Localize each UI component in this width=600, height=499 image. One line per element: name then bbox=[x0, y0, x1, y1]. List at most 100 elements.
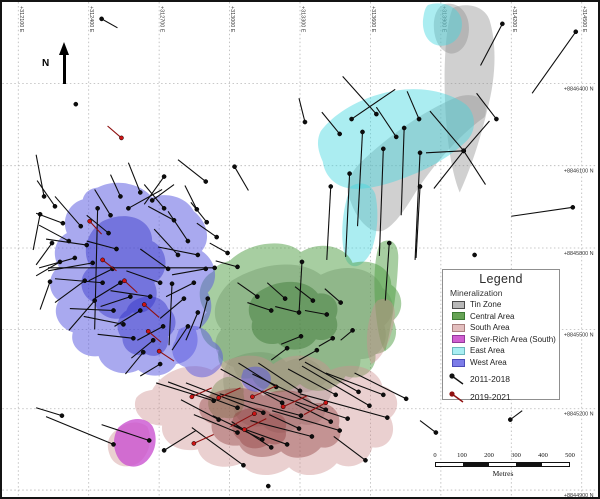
drill-collar-red bbox=[119, 135, 124, 141]
drill-collar-black bbox=[60, 220, 66, 226]
drill-trace-black bbox=[88, 268, 113, 282]
drill-collar-black bbox=[333, 392, 339, 398]
drill-trace-black bbox=[35, 407, 63, 417]
northing-label: +8846400 N bbox=[564, 86, 594, 92]
drill-trace-black bbox=[304, 309, 327, 316]
drill-trace-black bbox=[185, 382, 264, 414]
drill-collar-black bbox=[160, 324, 166, 329]
drill-trace-red bbox=[191, 387, 212, 398]
drill-trace-black bbox=[463, 150, 486, 185]
drill-trace-black bbox=[35, 242, 53, 266]
drill-trace-black bbox=[140, 363, 161, 377]
scale-bar-tick: 300 bbox=[511, 452, 521, 459]
legend-box: Legend Mineralization Tin Zone Central A… bbox=[442, 269, 560, 403]
drill-trace-black bbox=[94, 189, 111, 216]
tin-zone-swatch bbox=[452, 300, 465, 309]
drill-trace-black bbox=[101, 424, 150, 441]
drill-trace-black bbox=[101, 18, 118, 29]
east-area-swatch bbox=[452, 346, 465, 355]
zone-south-area bbox=[134, 355, 398, 476]
drill-hole-2011-2018-icon bbox=[449, 373, 464, 385]
drill-trace-black bbox=[36, 180, 56, 207]
zone-central-area bbox=[374, 240, 399, 352]
northing-label: +8846100 N bbox=[564, 169, 594, 175]
drill-trace-black bbox=[35, 261, 61, 277]
drill-trace-black bbox=[45, 238, 87, 246]
drill-trace-black bbox=[301, 365, 370, 407]
drill-collar-black bbox=[185, 324, 191, 329]
scale-bar-tick: 0 bbox=[433, 452, 437, 459]
legend-item-south-area: South Area bbox=[452, 323, 559, 333]
drill-collar-black bbox=[309, 434, 315, 439]
scale-bar-segment bbox=[436, 463, 463, 466]
drill-collar-red bbox=[250, 394, 255, 400]
drill-collar-black bbox=[345, 416, 350, 421]
drill-collar-black bbox=[433, 430, 439, 435]
central-area-swatch bbox=[452, 312, 465, 321]
drill-collar-black bbox=[72, 255, 78, 261]
drill-collar-red bbox=[252, 411, 257, 417]
drill-trace-black bbox=[237, 282, 258, 298]
drill-trace-black bbox=[35, 212, 64, 224]
scale-bar-tick: 100 bbox=[457, 452, 467, 459]
scale-bar-segment bbox=[489, 463, 516, 466]
drill-collar-black bbox=[507, 417, 513, 422]
drill-trace-black bbox=[511, 206, 573, 217]
drill-collar-black bbox=[212, 265, 218, 271]
drill-collar-black bbox=[157, 361, 163, 367]
drill-trace-black bbox=[156, 382, 214, 402]
drill-collar-black bbox=[78, 223, 84, 229]
drill-trace-black bbox=[234, 166, 249, 191]
legend-item-east-area: East Area bbox=[452, 346, 559, 356]
drill-trace-black bbox=[86, 240, 117, 250]
drill-collar-black bbox=[216, 417, 221, 422]
zone-west-area bbox=[241, 366, 271, 392]
drill-trace-black bbox=[326, 186, 332, 260]
drill-collar-black bbox=[126, 206, 131, 211]
drill-trace-black bbox=[321, 111, 341, 135]
drill-collar-black bbox=[195, 310, 201, 315]
drill-collar-black bbox=[259, 437, 265, 442]
drill-collar-black bbox=[157, 280, 163, 286]
drill-collar-black bbox=[59, 413, 65, 418]
drill-collar-red bbox=[141, 302, 147, 307]
drill-collar-black bbox=[150, 337, 156, 343]
drill-trace-black bbox=[299, 393, 388, 419]
drill-collar-black bbox=[118, 280, 123, 286]
drill-collar-black bbox=[255, 294, 260, 299]
drill-collar-black bbox=[92, 298, 97, 303]
drill-collar-black bbox=[169, 281, 175, 287]
drill-trace-black bbox=[272, 410, 340, 432]
drill-trace-black bbox=[159, 298, 185, 319]
drill-collar-black bbox=[401, 125, 407, 131]
drill-collar-black bbox=[73, 101, 79, 107]
scale-bar-unit: Metres bbox=[492, 469, 514, 478]
drill-trace-red bbox=[158, 350, 175, 362]
drill-trace-black bbox=[480, 23, 503, 66]
drill-trace-black bbox=[185, 312, 199, 341]
drill-collar-black bbox=[175, 252, 181, 258]
drill-collar-black bbox=[328, 419, 334, 424]
drill-trace-black bbox=[127, 162, 141, 193]
drill-trace-red bbox=[193, 434, 214, 444]
drill-trace-red bbox=[218, 387, 241, 399]
drill-collar-black bbox=[181, 296, 187, 301]
drill-collar-black bbox=[49, 240, 55, 246]
drill-trace-black bbox=[476, 92, 497, 120]
easting-label: +313900 E bbox=[440, 6, 446, 33]
legend-item-2011-2018: 2011-2018 bbox=[448, 373, 559, 386]
drill-collar-black bbox=[121, 322, 126, 327]
drill-trace-black bbox=[68, 300, 96, 331]
drill-trace-black bbox=[429, 110, 465, 152]
drill-trace-red bbox=[102, 259, 117, 272]
drill-collar-black bbox=[47, 279, 53, 285]
easting-label: +312100 E bbox=[18, 6, 24, 33]
drill-collar-black bbox=[570, 205, 576, 210]
drill-collar-black bbox=[131, 335, 136, 341]
drill-trace-black bbox=[345, 173, 351, 257]
drill-collar-red bbox=[122, 278, 127, 284]
drill-trace-black bbox=[100, 296, 131, 308]
drill-collar-black bbox=[205, 296, 211, 301]
